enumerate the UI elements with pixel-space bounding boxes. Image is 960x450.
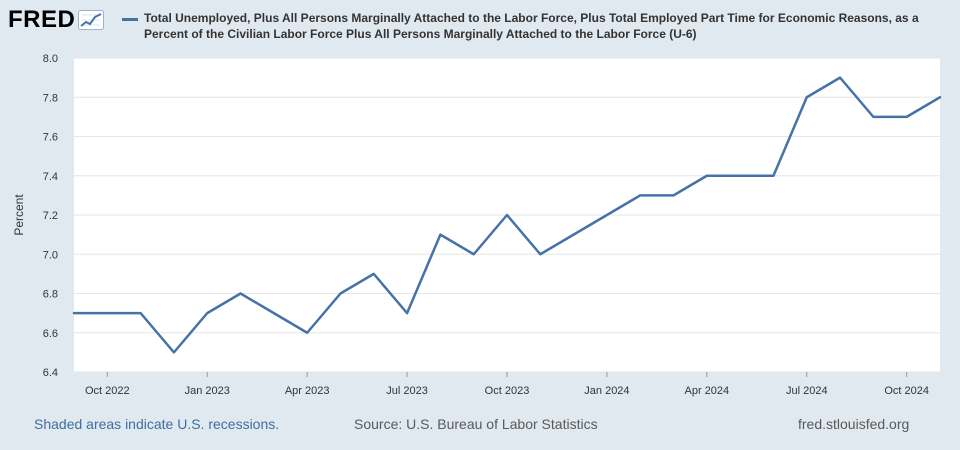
data-point[interactable] — [171, 349, 177, 355]
legend-swatch — [122, 18, 138, 21]
recession-note[interactable]: Shaded areas indicate U.S. recessions. — [34, 416, 280, 432]
data-point[interactable] — [804, 94, 810, 100]
x-axis-ticks: Oct 2022 Jan 2023 Apr 2023 Jul 2023 Oct 2023… — [85, 372, 929, 397]
data-point[interactable] — [571, 232, 577, 238]
data-point[interactable] — [770, 173, 776, 179]
data-point[interactable] — [271, 310, 277, 316]
y-tick-label: 7.0 — [43, 249, 58, 261]
y-tick-label: 6.8 — [43, 289, 58, 301]
data-point[interactable] — [637, 192, 643, 198]
x-tick-label: Jul 2024 — [786, 385, 828, 397]
x-tick-label: Oct 2022 — [85, 385, 130, 397]
y-tick-label: 7.6 — [43, 132, 58, 144]
chart-title-line-1: Total Unemployed, Plus All Persons Margi… — [144, 11, 919, 25]
data-point[interactable] — [337, 291, 343, 297]
data-point[interactable] — [904, 114, 910, 120]
x-tick-label: Jul 2023 — [386, 385, 428, 397]
source-note: Source: U.S. Bureau of Labor Statistics — [354, 416, 598, 432]
x-tick-label: Oct 2023 — [485, 385, 530, 397]
y-axis-ticks: 6.4 6.6 6.8 7.0 7.2 7.4 7.6 7.8 8.0 — [43, 53, 58, 379]
x-tick-label: Apr 2024 — [685, 385, 730, 397]
x-tick-label: Apr 2023 — [285, 385, 330, 397]
data-point[interactable] — [704, 173, 710, 179]
chart-title-line-2: Percent of the Civilian Labor Force Plus… — [144, 27, 697, 41]
y-tick-label: 7.8 — [43, 92, 58, 104]
y-tick-label: 7.2 — [43, 210, 58, 222]
data-point[interactable] — [238, 291, 244, 297]
y-tick-label: 6.4 — [43, 367, 58, 379]
x-tick-label: Oct 2024 — [884, 385, 929, 397]
y-tick-label: 6.6 — [43, 328, 58, 340]
data-point[interactable] — [537, 251, 543, 257]
logo-chart-icon — [78, 10, 105, 30]
data-point[interactable] — [304, 330, 310, 336]
x-tick-label: Jan 2023 — [185, 385, 230, 397]
y-tick-label: 8.0 — [43, 53, 58, 65]
data-point[interactable] — [937, 94, 943, 100]
gridlines — [74, 57, 940, 373]
data-point[interactable] — [737, 173, 743, 179]
data-point[interactable] — [138, 310, 144, 316]
data-point[interactable] — [837, 75, 843, 81]
data-point[interactable] — [371, 271, 377, 277]
data-point[interactable] — [204, 310, 210, 316]
data-point[interactable] — [671, 192, 677, 198]
data-point[interactable] — [104, 310, 110, 316]
series-layer — [71, 75, 943, 355]
data-point[interactable] — [604, 212, 610, 218]
data-point[interactable] — [404, 310, 410, 316]
y-tick-label: 7.4 — [43, 171, 58, 183]
line-chart: 6.4 6.6 6.8 7.0 7.2 7.4 7.6 7.8 8.0 Oct 2022 Jan … — [12, 53, 943, 397]
data-point[interactable] — [504, 212, 510, 218]
logo-text: FRED — [8, 6, 76, 33]
chart-title: Total Unemployed, Plus All Persons Margi… — [144, 10, 944, 42]
y-axis-label: Percent — [12, 194, 26, 236]
site-link[interactable]: fred.stlouisfed.org — [798, 416, 910, 432]
x-tick-label: Jan 2024 — [584, 385, 629, 397]
data-point[interactable] — [71, 310, 77, 316]
data-point[interactable] — [437, 232, 443, 238]
data-point[interactable] — [870, 114, 876, 120]
series-line[interactable] — [72, 76, 942, 354]
data-point[interactable] — [471, 251, 477, 257]
fred-logo[interactable]: FRED — [8, 6, 105, 34]
